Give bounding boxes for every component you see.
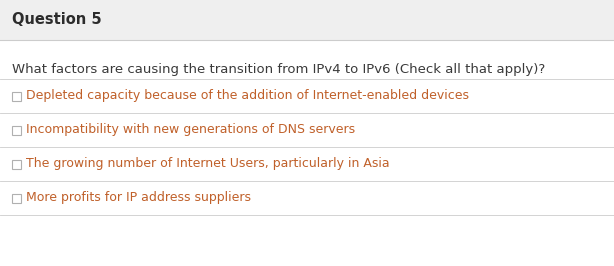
Text: Incompatibility with new generations of DNS servers: Incompatibility with new generations of …	[26, 123, 355, 136]
FancyBboxPatch shape	[12, 92, 21, 101]
FancyBboxPatch shape	[0, 0, 614, 40]
Text: More profits for IP address suppliers: More profits for IP address suppliers	[26, 192, 251, 205]
Text: What factors are causing the transition from IPv4 to IPv6 (Check all that apply): What factors are causing the transition …	[12, 64, 545, 77]
FancyBboxPatch shape	[0, 40, 614, 266]
Text: Question 5: Question 5	[12, 13, 102, 27]
Text: Depleted capacity because of the addition of Internet-enabled devices: Depleted capacity because of the additio…	[26, 89, 469, 102]
FancyBboxPatch shape	[12, 160, 21, 168]
FancyBboxPatch shape	[12, 193, 21, 202]
Text: The growing number of Internet Users, particularly in Asia: The growing number of Internet Users, pa…	[26, 157, 390, 171]
FancyBboxPatch shape	[12, 126, 21, 135]
